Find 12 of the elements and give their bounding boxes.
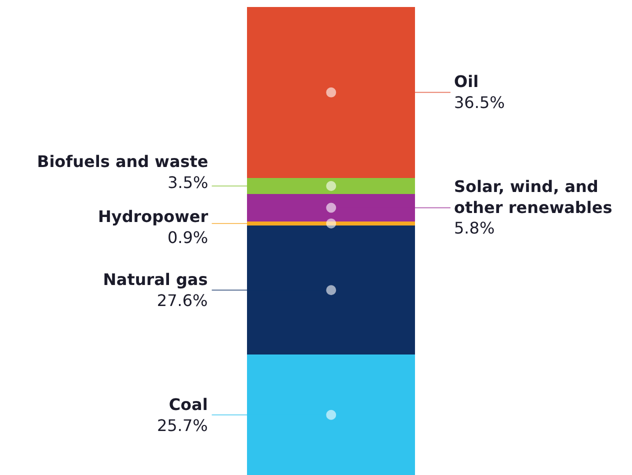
data-label: 5.8%: [454, 218, 495, 238]
text: Solar, wind, and other renewables: [454, 177, 612, 217]
text: Natural gas: [103, 270, 208, 289]
text: Biofuels and waste: [37, 152, 208, 171]
data-label: 25.7%: [157, 416, 208, 435]
text: Coal: [168, 395, 208, 414]
data-label: 27.6%: [156, 290, 208, 310]
text: Hydropower: [98, 207, 208, 226]
data-label: 0.9%: [167, 228, 208, 247]
data-label: 36.5%: [454, 92, 505, 112]
data-label: 3.5%: [168, 172, 208, 192]
text: Oil: [454, 72, 479, 91]
